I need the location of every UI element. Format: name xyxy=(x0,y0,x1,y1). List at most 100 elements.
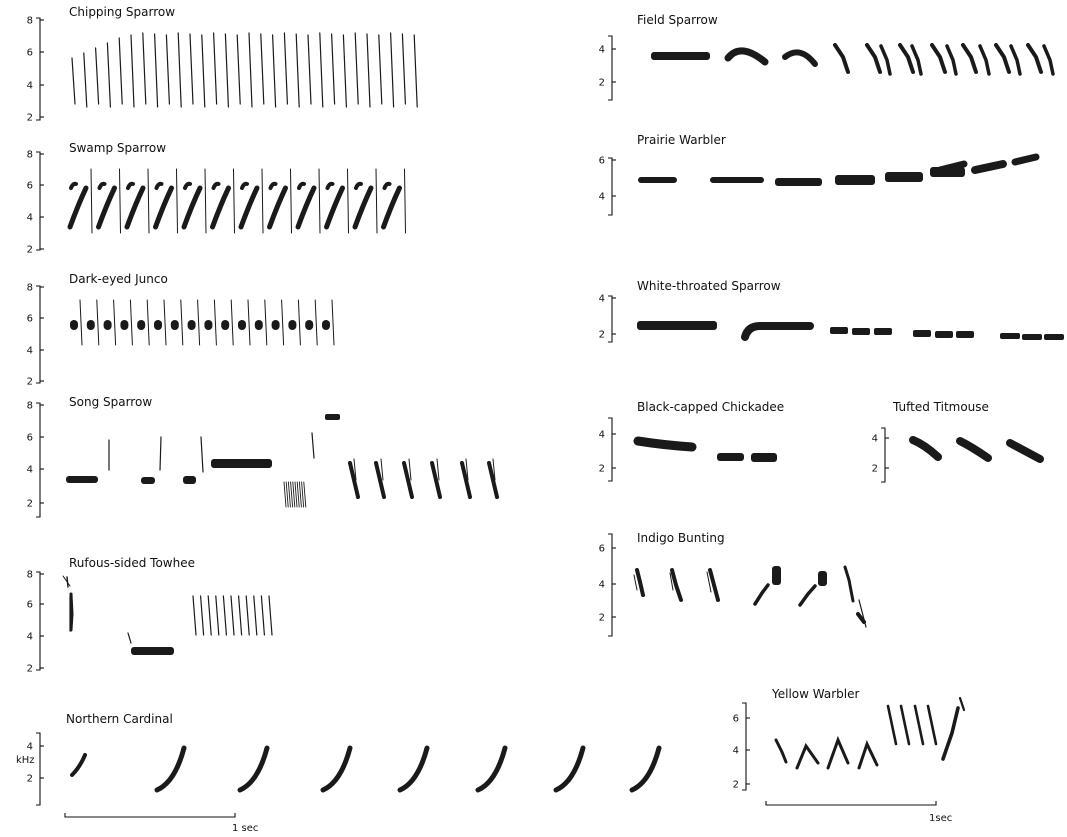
spectrogram-note xyxy=(856,612,866,624)
spectrogram-note xyxy=(475,745,508,793)
spectrogram-note xyxy=(268,595,273,636)
spectrogram-note xyxy=(465,458,469,481)
spectrogram-note xyxy=(724,47,769,66)
spectrogram-note xyxy=(237,745,270,793)
spectrogram-note xyxy=(113,299,117,346)
spectrogram-note xyxy=(201,34,206,108)
spectrogram-note xyxy=(885,172,923,182)
spectrogram-note xyxy=(956,437,992,462)
tick-label: 4 xyxy=(27,81,33,92)
spectrogram-note xyxy=(886,704,898,746)
spectrogram-note xyxy=(131,647,174,655)
spectrogram-note xyxy=(303,481,307,508)
spectrogram-note xyxy=(290,481,294,508)
tick-label: 4 xyxy=(872,434,878,445)
spectrogram-note xyxy=(1026,43,1043,74)
spectrogram-note xyxy=(295,185,317,230)
spectrogram-note xyxy=(319,32,324,108)
spectrogram-note xyxy=(90,168,93,234)
spectrogram-note xyxy=(238,595,243,636)
tick-label: 6 xyxy=(599,544,605,555)
spectrogram-note xyxy=(706,571,712,593)
spectrogram-note xyxy=(492,458,496,481)
tick-label: 2 xyxy=(599,464,605,475)
spectrogram-note xyxy=(1009,44,1022,76)
spectrogram-note xyxy=(307,34,312,105)
spectrogram-note xyxy=(397,745,430,793)
spectrogram-note xyxy=(408,458,412,481)
panel-title: Black-capped Chickadee xyxy=(637,400,784,414)
frequency-axis xyxy=(608,295,613,343)
spectrogram-note xyxy=(261,168,264,234)
spectrogram-note xyxy=(106,42,112,108)
tick-label: 4 xyxy=(599,45,605,56)
spectrogram-note xyxy=(268,181,278,190)
spectrogram-note xyxy=(297,181,306,190)
panel-title: Swamp Sparrow xyxy=(69,141,166,155)
spectrogram-note xyxy=(124,185,146,230)
spectrogram-note xyxy=(380,458,384,481)
spectrogram-note xyxy=(130,34,135,108)
frequency-axis xyxy=(608,417,613,482)
tick-label: 8 xyxy=(27,401,33,412)
spectrogram-note xyxy=(374,461,386,499)
spectrogram-note xyxy=(354,181,363,190)
spectrogram-note xyxy=(826,735,850,770)
spectrogram-note xyxy=(325,181,335,190)
spectrogram-note xyxy=(320,745,353,793)
spectrogram-note xyxy=(935,331,953,338)
spectrogram-note xyxy=(183,181,192,190)
spectrogram-note xyxy=(1006,439,1044,463)
spectrogram-note xyxy=(331,299,335,346)
panel-indigo-bunting: Indigo Bunting 6 4 2 xyxy=(599,531,867,637)
spectrogram-note xyxy=(774,738,788,764)
spectrogram-note xyxy=(741,322,814,341)
spectrogram-note xyxy=(71,57,76,105)
panel-northern-cardinal: Northern Cardinal 4 2 kHz xyxy=(16,712,662,806)
spectrogram-note xyxy=(347,168,349,234)
spectrogram-note xyxy=(159,436,162,471)
spectrogram-note xyxy=(290,168,292,234)
frequency-axis xyxy=(36,17,41,121)
spectrogram-note xyxy=(70,320,78,330)
tick-label: 6 xyxy=(599,156,605,167)
frequency-axis xyxy=(36,402,41,518)
spectrogram-note xyxy=(154,33,159,108)
spectrogram-note xyxy=(382,181,392,190)
spectrogram-note xyxy=(352,185,374,230)
spectrogram-note xyxy=(301,481,305,508)
spectrogram-note xyxy=(994,43,1011,74)
spectrogram-note xyxy=(941,706,960,761)
tick-label: 8 xyxy=(27,16,33,27)
spectrogram-note xyxy=(936,160,968,174)
tick-label: 6 xyxy=(27,48,33,59)
spectrogram-note xyxy=(305,320,314,330)
spectrogram-note xyxy=(283,32,288,105)
spectrogram-note xyxy=(127,632,132,644)
spectrogram-note xyxy=(96,299,100,346)
spectrogram-note xyxy=(401,33,406,105)
spectrogram-note xyxy=(381,185,402,230)
spectrogram-note xyxy=(285,481,289,508)
spectrogram-note xyxy=(708,568,720,602)
spectrogram-note xyxy=(70,753,87,777)
spectrogram-note xyxy=(62,575,71,587)
spectrogram-note xyxy=(187,320,196,330)
spectrogram-note xyxy=(430,461,442,499)
spectrogram-note xyxy=(318,168,321,234)
tick-label: 2 xyxy=(599,78,605,89)
spectrogram-note xyxy=(211,459,272,468)
panel-title: White-throated Sparrow xyxy=(637,279,781,293)
spectrogram-note xyxy=(710,177,764,183)
spectrogram-note xyxy=(154,745,187,793)
spectrogram-note xyxy=(961,43,978,74)
spectrogram-note xyxy=(247,299,251,346)
spectrogram-note xyxy=(390,32,395,108)
spectrogram-note xyxy=(272,34,277,108)
spectrogram-note xyxy=(254,320,263,330)
frequency-axis xyxy=(36,732,41,806)
spectrogram-note xyxy=(238,320,246,330)
spectrogram-note xyxy=(96,185,117,230)
spectrogram-note xyxy=(297,299,301,346)
spectrogram-note xyxy=(753,583,770,606)
